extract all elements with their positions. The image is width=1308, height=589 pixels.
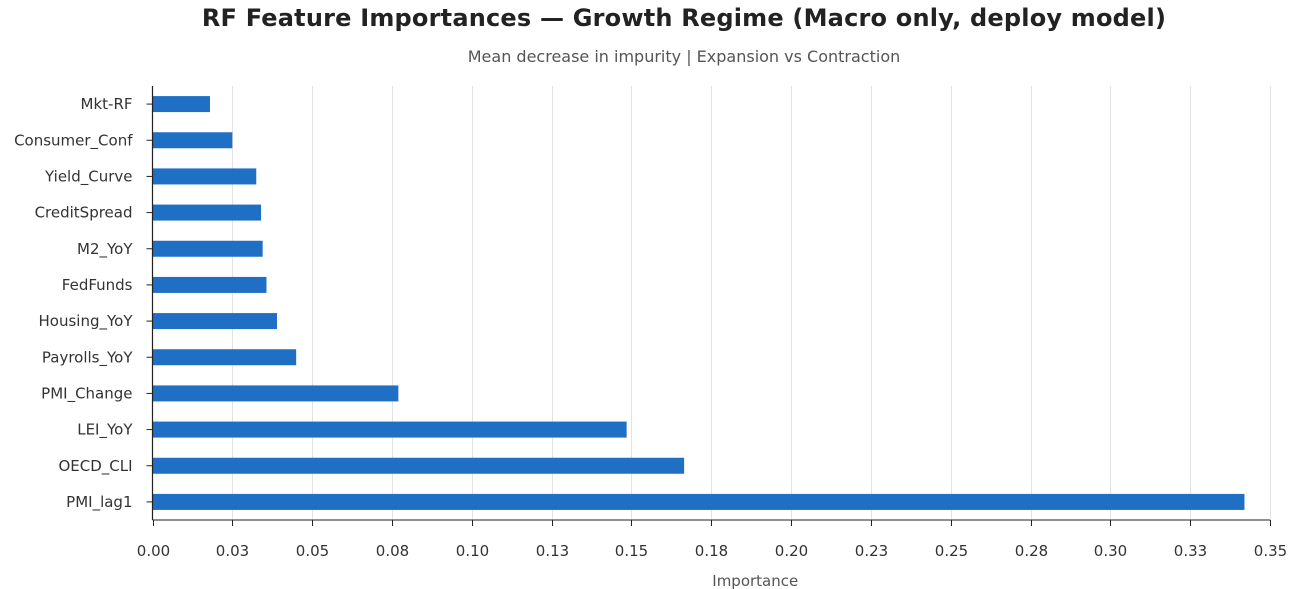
y-category-label: LEI_YoY [77,421,133,440]
labels: 0.00 0.03 0.05 0.08 0.10 0.13 0.15 0.18 0.20 0.23… [14,95,1287,589]
x-tick-label: 0.10 [456,542,489,560]
x-tick-label: 0.20 [775,542,808,560]
y-category-label: Mkt-RF [81,95,133,113]
bars [152,96,1245,510]
chart-title: RF Feature Importances — Growth Regime (… [201,4,1167,32]
x-tick-label: 0.15 [615,542,648,560]
y-category-label: Payrolls_YoY [42,348,133,367]
bar-housing-yoy [152,313,278,330]
y-category-label: OECD_CLI [58,457,132,476]
x-tick-label: 0.25 [935,542,968,560]
x-tick-label: 0.03 [216,542,249,560]
y-category-label: FedFunds [62,276,133,294]
x-tick-label: 0.05 [296,542,329,560]
y-category-label: Housing_YoY [39,312,134,331]
x-tick-label: 0.08 [376,542,409,560]
bar-fedfunds [152,276,267,293]
x-tick-label: 0.23 [855,542,888,560]
x-tick-label: 0.30 [1094,542,1127,560]
axes [146,86,1271,526]
x-tick-label: 0.33 [1174,542,1207,560]
x-tick-label: 0.00 [137,542,170,560]
x-tick-label: 0.35 [1254,542,1287,560]
bar-m2-yoy [152,240,263,257]
y-category-label: CreditSpread [35,204,133,222]
x-tick-label: 0.13 [536,542,569,560]
x-tick-label: 0.18 [695,542,728,560]
x-axis-title: Importance [712,572,798,589]
bar-creditspread [152,204,262,221]
bar-payrolls-yoy [152,349,297,366]
y-category-label: Consumer_Conf [14,131,133,150]
bar-yield-curve [152,168,257,185]
y-category-label: PMI_lag1 [66,493,132,512]
bar-mkt-rf [152,96,210,113]
y-category-label: PMI_Change [41,384,132,403]
x-tick-label: 0.28 [1015,542,1048,560]
chart-subtitle: Mean decrease in impurity | Expansion vs… [467,47,901,66]
bar-pmi-lag1 [152,493,1245,510]
bar-lei-yoy [152,421,627,438]
bar-consumer-conf [152,132,233,149]
y-category-label: M2_YoY [77,240,133,259]
bar-oecd-cli [152,457,685,474]
bar-pmi-change [152,385,399,402]
y-category-label: Yield_Curve [44,167,132,186]
grid-lines [232,86,1271,520]
